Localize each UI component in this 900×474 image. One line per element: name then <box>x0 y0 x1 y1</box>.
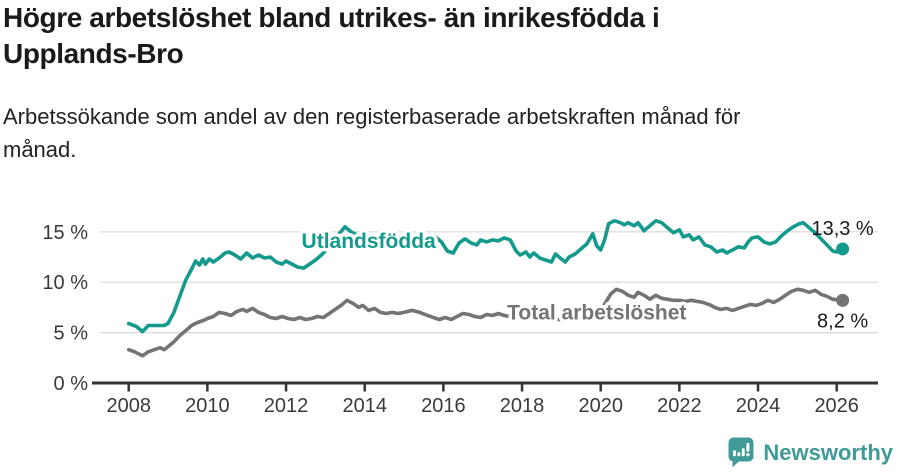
y-tick-label: 5 % <box>54 323 89 345</box>
series-end-dot-1 <box>836 293 850 307</box>
y-tick-label: 0 % <box>54 373 89 395</box>
series-label-0: Utlandsfödda <box>302 230 436 253</box>
x-tick-label: 2016 <box>421 395 466 417</box>
x-tick-label: 2008 <box>106 395 151 417</box>
series-end-value-0: 13,3 % <box>811 218 873 240</box>
x-tick-label: 2010 <box>185 395 230 417</box>
x-tick-label: 2014 <box>342 395 387 417</box>
newsworthy-icon <box>728 437 754 468</box>
y-tick-label: 10 % <box>42 272 88 294</box>
x-tick-label: 2020 <box>578 395 623 417</box>
series-label-1: Total arbetslöshet <box>507 302 686 325</box>
series-line-0 <box>126 218 845 334</box>
chart-title: Högre arbetslöshet bland utrikes- än inr… <box>3 2 660 69</box>
chart-subtitle: Arbetssökande som andel av den registerb… <box>3 104 741 162</box>
x-tick-label: 2018 <box>500 395 545 417</box>
series-line-1 <box>126 287 845 358</box>
newsworthy-logo-text: Newsworthy <box>763 439 893 465</box>
x-tick-label: 2026 <box>814 395 859 417</box>
x-tick-label: 2012 <box>264 395 309 417</box>
series-end-dot-0 <box>836 242 850 256</box>
series-end-value-1: 8,2 % <box>817 310 868 332</box>
x-tick-label: 2024 <box>736 395 781 417</box>
newsworthy-logo: Newsworthy <box>727 437 893 468</box>
y-tick-label: 15 % <box>42 222 88 244</box>
x-tick-label: 2022 <box>657 395 702 417</box>
